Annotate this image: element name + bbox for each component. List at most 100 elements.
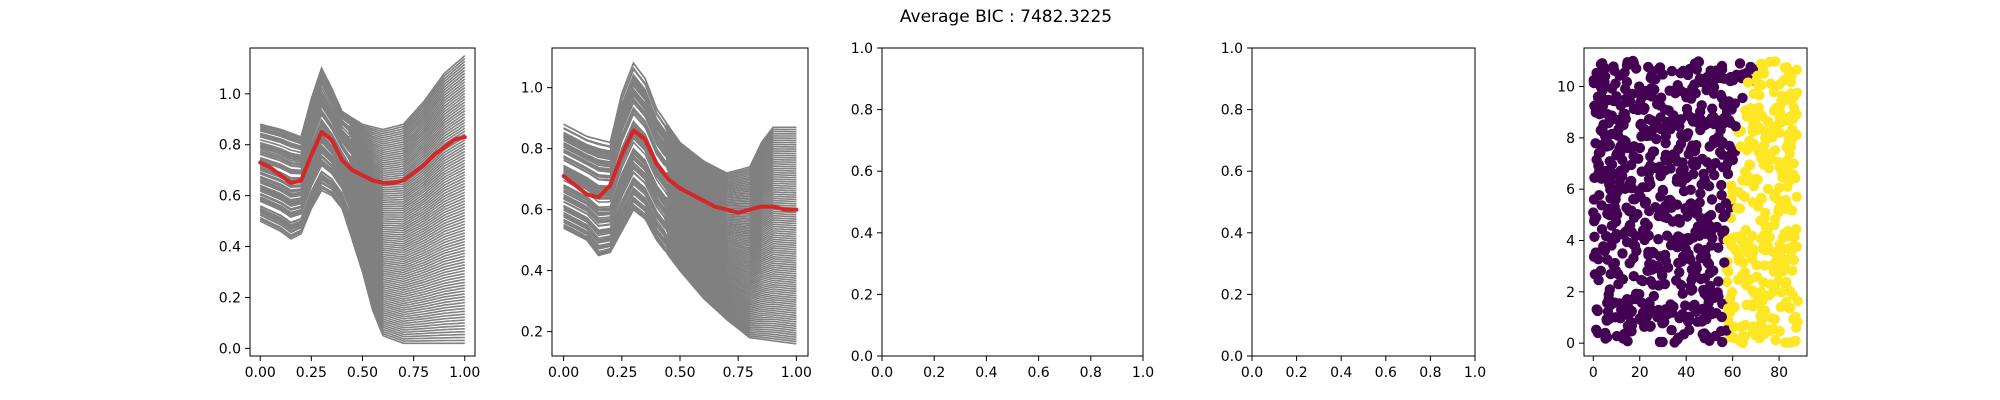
plot-area [258, 55, 467, 345]
y-tick-label: 0.4 [1221, 226, 1243, 242]
scatter-point [1599, 63, 1611, 74]
sample-curve [259, 91, 466, 166]
scatter-point [1590, 138, 1601, 149]
sample-curve [563, 208, 797, 336]
scatter-point [1637, 275, 1649, 287]
scatter-point [1710, 158, 1721, 169]
y-tick-label: 6 [1566, 182, 1575, 198]
scatter-point [1765, 78, 1776, 89]
scatter-point [1711, 221, 1723, 233]
scatter-point [1702, 226, 1713, 237]
scatter-point [1768, 286, 1779, 297]
scatter-point [1591, 212, 1602, 223]
scatter-point [1687, 284, 1698, 295]
scatter-point [1593, 160, 1604, 172]
scatter-point [1669, 150, 1680, 161]
sample-curve [563, 140, 797, 261]
scatter-point [1589, 172, 1600, 183]
scatter-point [1741, 175, 1752, 187]
y-tick-label: 0.6 [851, 164, 873, 180]
scatter-point [1605, 193, 1616, 204]
sample-curve [563, 98, 797, 207]
scatter-point [1691, 64, 1703, 75]
x-tick-label: 0 [1589, 365, 1598, 381]
scatter-point [1675, 68, 1686, 79]
scatter-point [1713, 242, 1724, 253]
scatter-point [1621, 294, 1633, 305]
scatter-point [1753, 102, 1765, 113]
scatter-point [1660, 138, 1671, 149]
scatter-point [1604, 209, 1615, 221]
scatter-point [1727, 186, 1738, 197]
scatter-point [1720, 209, 1731, 220]
scatter-point [1662, 262, 1674, 273]
scatter-point [1779, 167, 1790, 178]
scatter-point [1786, 95, 1797, 106]
scatter-point [1621, 76, 1633, 88]
sample-curve [259, 89, 466, 158]
sample-curve [563, 66, 797, 177]
scatter-point [1729, 321, 1740, 333]
sample-curve [563, 134, 797, 246]
scatter-point [1626, 205, 1637, 216]
scatter-point [1732, 202, 1743, 214]
scatter-point [1788, 313, 1799, 325]
y-tick-label: 0.6 [219, 189, 241, 205]
scatter-point [1717, 336, 1728, 348]
scatter-point [1690, 268, 1701, 279]
scatter-point [1590, 107, 1602, 118]
x-tick-label: 1.00 [449, 365, 480, 381]
scatter-point [1696, 100, 1707, 111]
scatter-point [1598, 119, 1609, 130]
y-tick-label: 0.4 [219, 240, 241, 256]
x-tick-label: 0.25 [296, 365, 327, 381]
scatter-point [1739, 191, 1751, 203]
sample-curve [259, 110, 466, 197]
sample-curve [259, 60, 466, 140]
scatter-point [1673, 213, 1684, 225]
scatter-point [1612, 186, 1624, 197]
x-tick-label: 60 [1724, 365, 1742, 381]
y-tick-label: 1.0 [219, 87, 241, 103]
sample-curve [563, 190, 797, 317]
scatter-point [1715, 326, 1727, 337]
sample-curve [563, 90, 797, 200]
scatter-point [1591, 304, 1602, 315]
sample-curve [563, 199, 797, 328]
scatter-point [1680, 203, 1691, 214]
x-tick-label: 20 [1631, 365, 1649, 381]
scatter-point [1687, 140, 1698, 151]
scatter-point [1644, 205, 1655, 217]
y-tick-label: 1.0 [851, 41, 873, 57]
x-tick-label: 40 [1677, 365, 1695, 381]
y-tick-label: 0.2 [1221, 287, 1243, 303]
sample-curve [563, 75, 797, 182]
scatter-point [1782, 181, 1793, 192]
scatter-point [1620, 309, 1632, 320]
scatter-point [1741, 239, 1753, 251]
y-tick-label: 0.2 [219, 290, 241, 306]
y-tick-label: 0.2 [521, 325, 543, 341]
subplots: 0.00 0.25 0.50 0.75 1.000.00.20.40.60.81.00.… [219, 41, 1808, 381]
scatter-point [1776, 287, 1787, 298]
scatter-point [1774, 326, 1785, 337]
sample-curve [563, 165, 797, 282]
scatter-point [1655, 100, 1666, 111]
scatter-point [1695, 212, 1706, 224]
scatter-point [1651, 133, 1662, 145]
scatter-point [1756, 58, 1767, 70]
scatter-point [1636, 92, 1647, 104]
x-tick-label: 0.6 [1027, 365, 1049, 381]
scatter-point [1780, 254, 1792, 266]
scatter-point [1738, 330, 1749, 341]
scatter-point [1588, 251, 1600, 262]
sample-curve [563, 181, 797, 311]
sample-curve [259, 95, 466, 179]
y-tick-label: 4 [1566, 234, 1575, 250]
scatter-point [1657, 270, 1668, 281]
x-tick-label: 1.0 [1464, 365, 1486, 381]
scatter-point [1645, 276, 1657, 287]
sample-curve [259, 101, 466, 191]
scatter-point [1614, 170, 1626, 181]
scatter-point [1720, 198, 1732, 209]
